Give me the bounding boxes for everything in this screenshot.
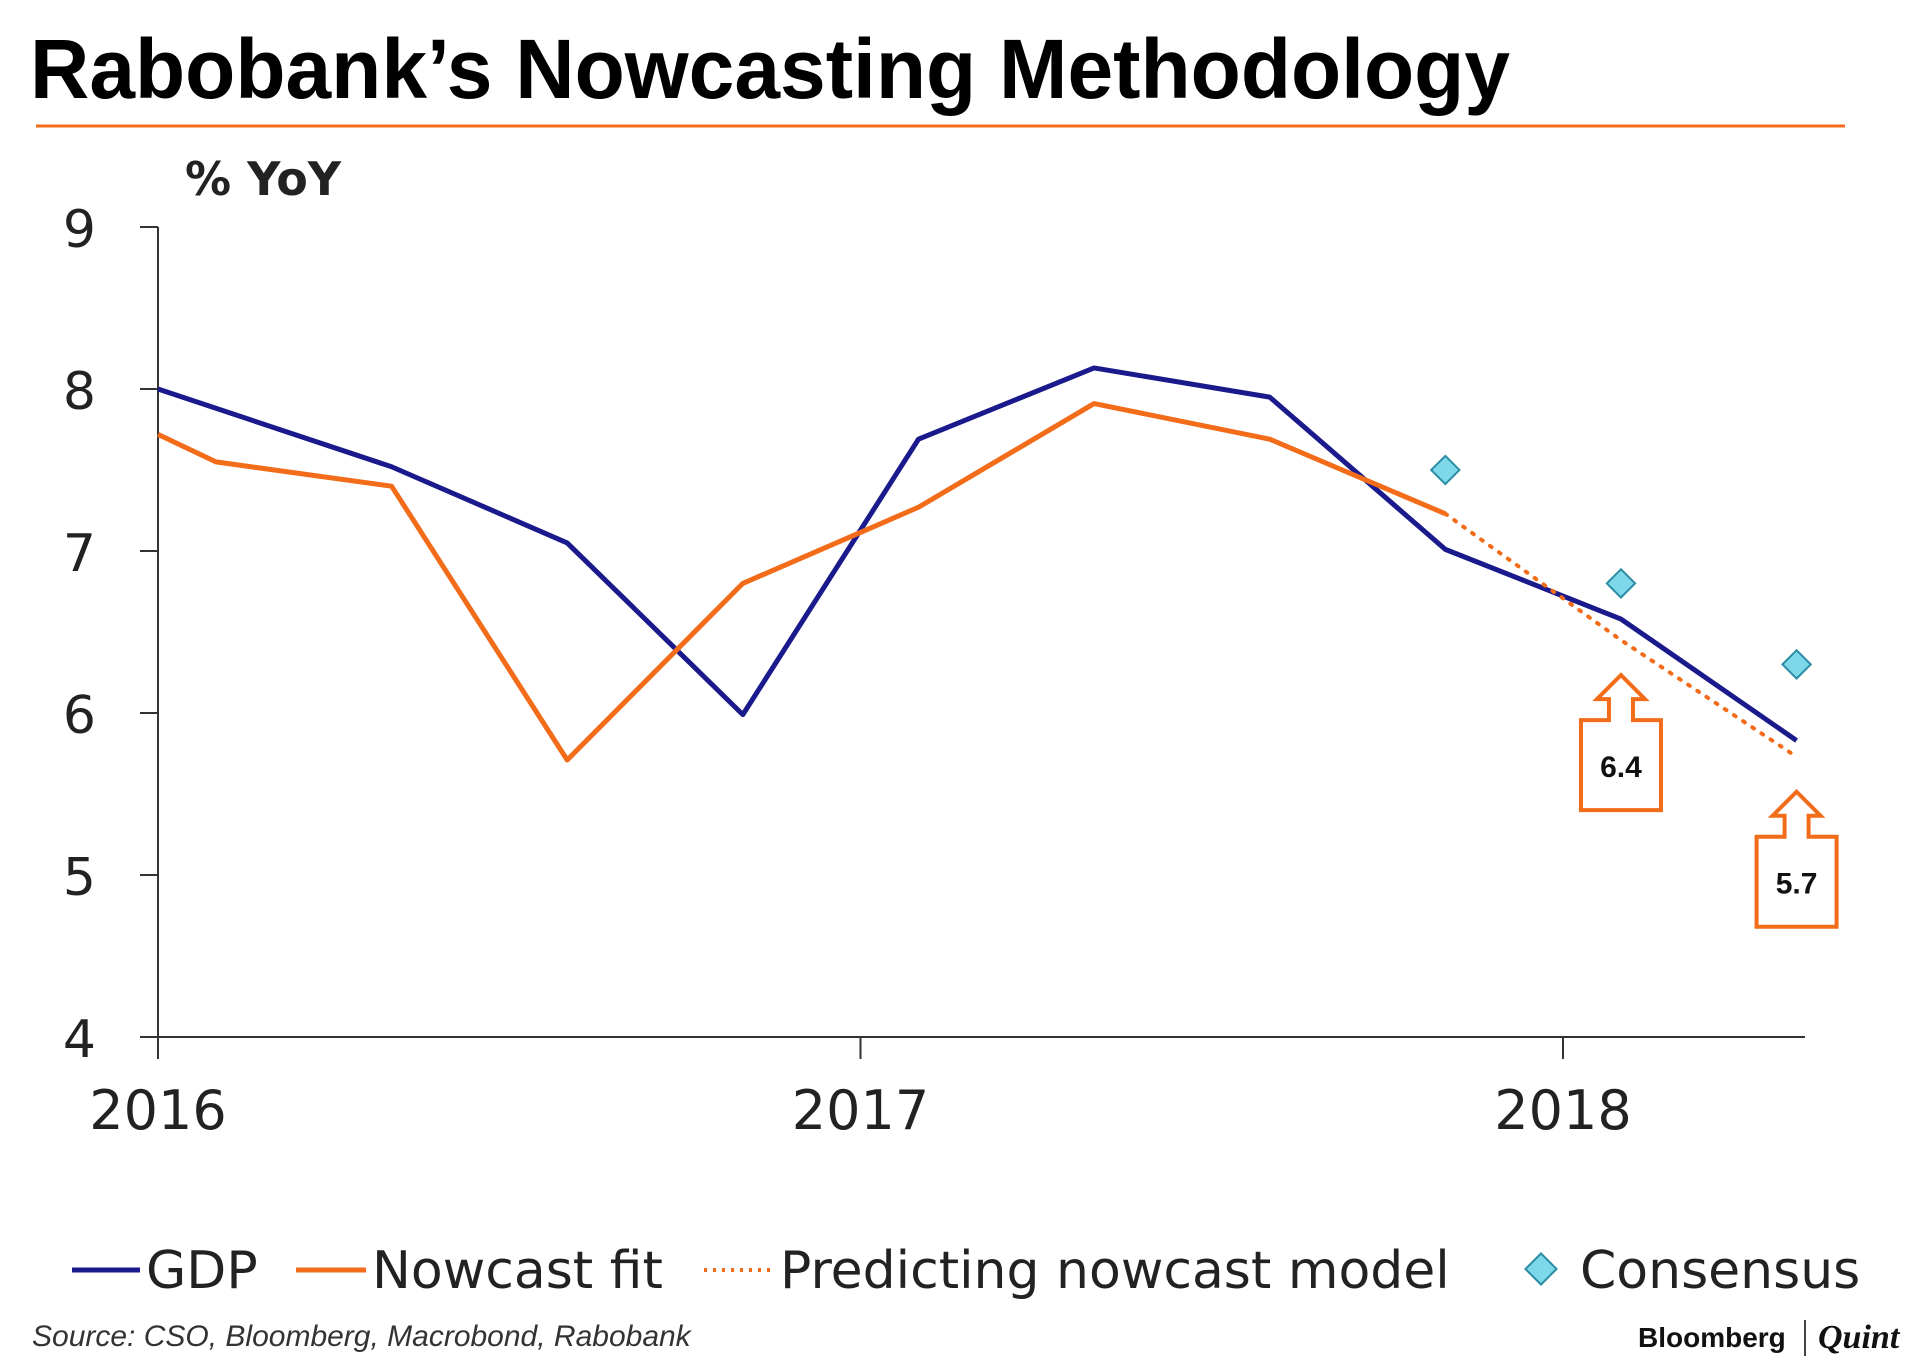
chart-area: 4 5 6 7 8 9 2016 2017 2018 6.4 5.7 [63, 200, 1839, 1142]
brand-quint: Quint [1818, 1319, 1901, 1356]
callout-label-6.4: 6.4 [1600, 751, 1642, 784]
y-tick-label-9: 9 [63, 200, 96, 260]
callout-arrow-0 [1578, 672, 1663, 813]
consensus-point-1 [1605, 567, 1637, 599]
y-tick-label-5: 5 [63, 848, 96, 908]
legend-predicting-label: Predicting nowcast model [780, 1241, 1450, 1301]
x-tick-label-2018: 2018 [1494, 1079, 1631, 1142]
y-tick-label-8: 8 [63, 362, 96, 422]
y-tick-label-6: 6 [63, 686, 96, 746]
consensus-point-0 [1429, 454, 1461, 486]
y-tick-label-7: 7 [63, 524, 96, 584]
source-note: Source: CSO, Bloomberg, Macrobond, Rabob… [32, 1320, 693, 1353]
legend-gdp-label: GDP [146, 1241, 258, 1301]
page-title: Rabobank’s Nowcasting Methodology [30, 22, 1510, 116]
legend-consensus-label: Consensus [1580, 1241, 1860, 1301]
x-tick-label-2016: 2016 [89, 1079, 226, 1142]
y-axis-label: % YoY [185, 152, 342, 206]
y-tick-label-4: 4 [63, 1010, 96, 1070]
legend-nowcast-fit-label: Nowcast fit [372, 1241, 663, 1301]
callout-label-5.7: 5.7 [1776, 868, 1818, 901]
legend-consensus-marker [1524, 1252, 1558, 1286]
legend: GDP Nowcast fit Predicting nowcast model… [72, 1241, 1860, 1301]
brand-bloomberg: Bloomberg [1638, 1322, 1786, 1353]
x-tick-label-2017: 2017 [792, 1079, 929, 1142]
callout-arrow-1 [1754, 788, 1839, 929]
nowcast-fit-line [156, 401, 1447, 763]
consensus-point-2 [1781, 648, 1813, 680]
gdp-line [157, 365, 1799, 743]
